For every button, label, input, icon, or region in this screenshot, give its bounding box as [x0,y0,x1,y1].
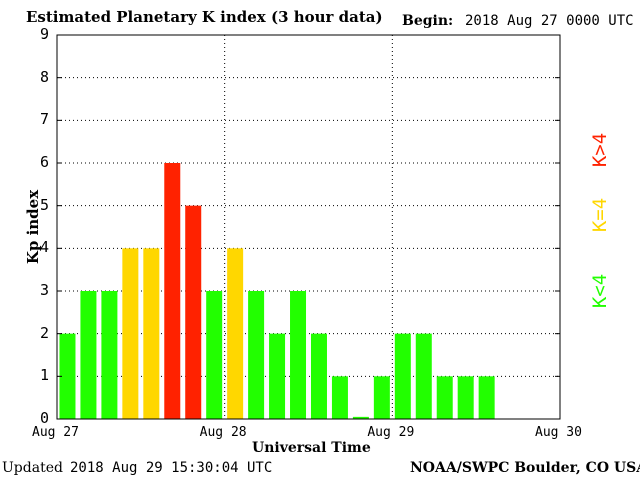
kp-bar [164,163,181,419]
kp-bar [310,333,327,419]
legend-mid: K=4 [589,197,611,233]
kp-bar [122,248,139,419]
kp-bar [59,333,76,419]
kp-bar [415,333,432,419]
updated-value: 2018 Aug 29 15:30:04 UTC [70,460,273,476]
x-tick-label: Aug 29 [367,425,415,440]
source-credit: NOAA/SWPC Boulder, CO USA [410,460,640,476]
y-tick-label: 2 [40,323,50,342]
x-tick-label: Aug 30 [535,425,582,440]
chart-title: Estimated Planetary K index (3 hour data… [26,8,383,26]
y-tick-label: 4 [40,238,50,257]
y-tick-label: 3 [40,281,50,299]
kp-bar [394,333,411,419]
y-tick-label: 6 [40,153,50,171]
y-tick-label: 1 [40,366,50,385]
kp-bar [478,376,495,419]
y-tick-label: 5 [40,195,50,214]
kp-bar [227,248,244,419]
kp-bar [290,291,307,419]
kp-bar [373,376,390,419]
kp-bar [436,376,453,419]
kp-bar [101,291,118,419]
kp-bar [248,291,265,419]
x-axis-label: Universal Time [252,440,371,456]
legend-low: K<4 [589,273,611,309]
updated-label: Updated [2,460,63,476]
kp-bar [352,416,369,419]
kp-bar [331,376,348,419]
grid-lines [57,35,560,419]
kp-bar [269,333,286,419]
y-tick-label: 0 [40,409,50,427]
begin-value: 2018 Aug 27 0000 UTC [465,13,634,29]
plot-frame [56,34,561,420]
x-tick-label: Aug 28 [199,425,247,440]
begin-label: Begin: [402,13,454,29]
kp-bar [80,291,97,419]
kp-bar [185,205,202,419]
y-tick-label: 7 [40,110,50,129]
y-ticks [57,34,560,420]
kp-bar [457,376,474,419]
kp-bar [206,291,223,419]
x-tick-label: Aug 27 [32,425,79,440]
bars [59,163,495,419]
y-tick-label: 8 [40,67,50,86]
y-tick-label: 9 [40,25,50,43]
kp-bar [143,248,160,419]
